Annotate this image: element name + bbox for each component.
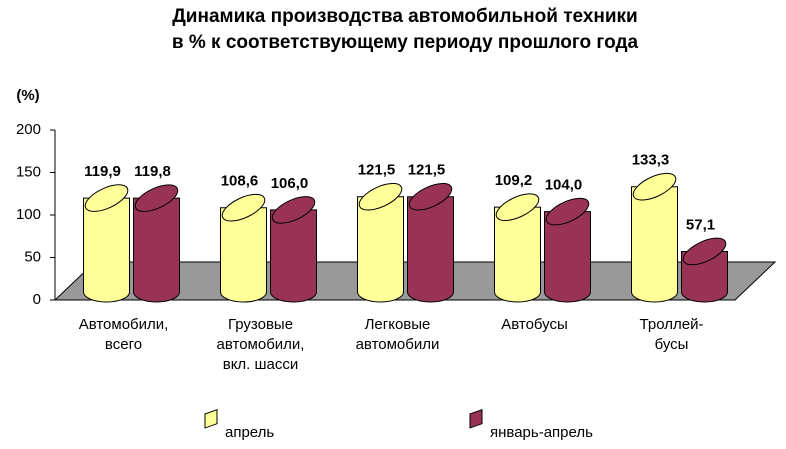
cylinder-top (358, 182, 403, 211)
legend-label: апрель (225, 424, 274, 441)
cylinder (544, 197, 591, 303)
value-label: 109,2 (495, 172, 533, 189)
cylinder-top (408, 182, 453, 211)
value-label: 121,5 (358, 162, 396, 179)
cylinder (357, 182, 404, 303)
y-tick-label: 0 (33, 291, 41, 308)
cylinder (220, 193, 267, 303)
cylinder-body (220, 207, 267, 303)
cylinder-top (495, 193, 540, 221)
value-label: 104,0 (545, 177, 583, 194)
y-axis-label: (%) (16, 87, 39, 104)
legend-label: январь-апрель (490, 424, 593, 441)
cylinder-body (270, 209, 317, 303)
chart-title: Динамика производства автомобильной техн… (172, 6, 637, 27)
y-tick-label: 150 (16, 163, 41, 180)
cylinder-top (632, 172, 677, 201)
cylinder (133, 184, 180, 303)
value-label: 133,3 (632, 152, 670, 169)
cylinder-top (545, 197, 590, 226)
x-tick-label: Автобусы (501, 316, 568, 333)
value-label: 108,6 (221, 173, 259, 190)
value-label: 121,5 (408, 162, 446, 179)
cylinder-body (83, 197, 130, 303)
legend-swatch (469, 408, 483, 429)
x-tick-label: Троллей-бусы (640, 316, 704, 353)
cylinder-body (357, 196, 404, 303)
y-tick-label: 50 (24, 248, 41, 265)
value-label: 119,9 (84, 163, 121, 180)
cylinder-body (544, 211, 591, 303)
cylinder-body (494, 206, 541, 303)
cylinder-top (134, 184, 179, 212)
cylinder (270, 196, 317, 303)
cylinder (494, 193, 541, 303)
value-label: 57,1 (686, 216, 715, 233)
cylinder-body (407, 196, 454, 303)
cylinder (407, 182, 454, 303)
value-label: 106,0 (271, 175, 309, 192)
cylinder-top (84, 184, 129, 212)
cylinder-top (682, 237, 727, 266)
legend-swatch (204, 408, 218, 429)
x-tick-label: Автомобили, всего (79, 316, 169, 353)
y-tick-label: 100 (16, 206, 41, 223)
cylinder-body (133, 197, 180, 303)
cylinder (631, 172, 678, 303)
cylinder-top (271, 196, 316, 224)
x-tick-label: Легковые автомобили (356, 316, 440, 353)
chart-subtitle: в % к соответствующему периоду прошлого … (172, 32, 639, 53)
y-tick-label: 200 (16, 121, 41, 138)
cylinder-top (221, 193, 266, 222)
cylinder-body (631, 186, 678, 303)
cylinder (681, 237, 728, 303)
cylinder (83, 184, 130, 303)
value-label: 119,8 (134, 163, 171, 180)
x-tick-label: Грузовые автомобили, вкл. шасси (217, 316, 305, 373)
